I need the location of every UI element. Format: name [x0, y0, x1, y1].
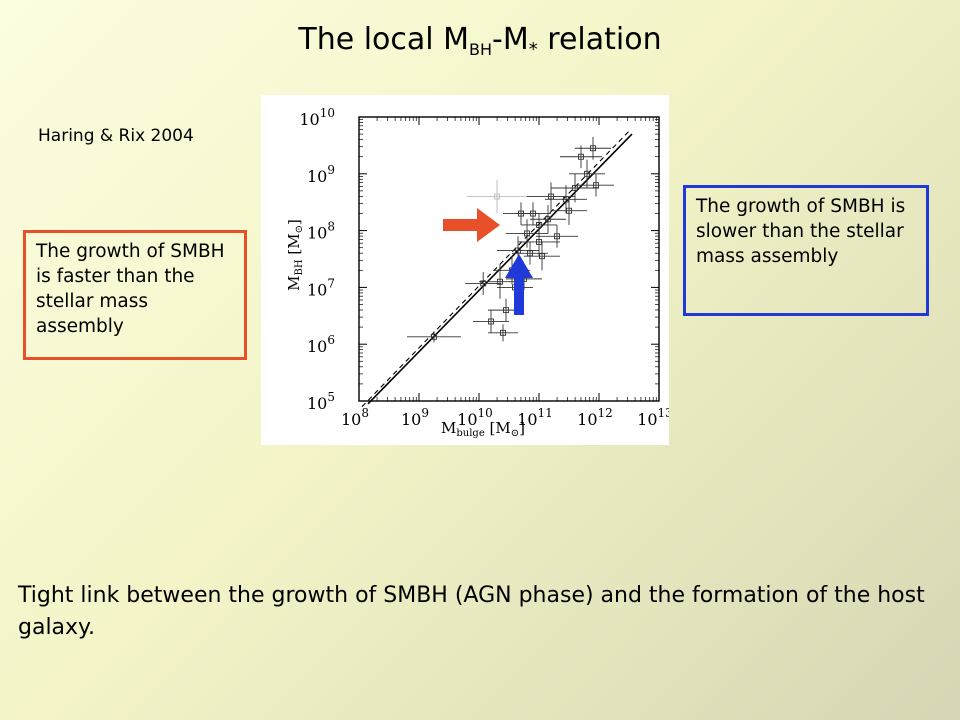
data-point — [515, 202, 551, 225]
y-tick-label: 107 — [307, 276, 335, 299]
data-point-marker — [572, 185, 578, 191]
data-point — [545, 185, 587, 214]
data-point — [488, 324, 518, 342]
data-point-marker — [530, 210, 536, 217]
x-tick-label: 1010 — [457, 406, 493, 429]
faint-data-point — [467, 179, 527, 214]
data-point-marker — [539, 253, 545, 260]
data-point-marker — [590, 145, 596, 152]
data-point — [506, 219, 548, 248]
data-point — [465, 272, 502, 295]
data-point-marker — [497, 278, 503, 285]
data-point-marker — [554, 233, 560, 240]
data-point-marker — [566, 207, 572, 214]
y-axis-label: MBH [M⊙] — [285, 219, 305, 291]
data-point — [521, 213, 557, 237]
x-axis-label: Mbulge [M⊙] — [441, 419, 525, 439]
data-point-marker — [494, 193, 500, 200]
y-tick-label: 109 — [307, 163, 335, 186]
data-point-marker — [500, 329, 506, 336]
data-point-marker — [431, 333, 437, 340]
y-tick-label: 105 — [307, 390, 335, 413]
faster-growth-box: The growth of SMBH is faster than the st… — [23, 230, 247, 360]
y-tick-label: 108 — [307, 220, 335, 243]
data-point — [530, 205, 566, 234]
chart-panel: 108 109 1010 1011 1012 1013 105 106 107 108 109 10… — [261, 95, 673, 445]
mbh-mbulge-chart: 108 109 1010 1011 1012 1013 105 106 107 108 109 10… — [285, 106, 673, 439]
data-point — [569, 159, 605, 188]
fit-line-dashed — [361, 130, 630, 408]
data-point — [551, 173, 599, 203]
data-point — [407, 331, 461, 343]
x-tick-label: 1012 — [577, 406, 613, 429]
data-point-marker — [578, 153, 584, 160]
x-tick-label: 1011 — [517, 406, 553, 429]
data-point-marker — [536, 221, 542, 228]
data-point-marker — [480, 280, 487, 287]
x-tick-label: 109 — [401, 406, 429, 429]
data-point — [473, 310, 509, 333]
y-tick-label: 1010 — [299, 106, 335, 129]
data-point-marker — [593, 182, 599, 189]
data-point — [575, 136, 611, 160]
x-tick-label: 108 — [341, 406, 369, 429]
data-point-marker — [488, 318, 494, 325]
data-point — [578, 173, 614, 197]
data-point — [551, 196, 587, 225]
data-point-marker — [536, 239, 542, 245]
data-point-marker — [524, 230, 530, 237]
x-tick-label: 1013 — [637, 406, 669, 429]
data-point — [560, 145, 602, 169]
y-tick-label: 106 — [307, 333, 335, 356]
footer-text: Tight link between the growth of SMBH (A… — [18, 583, 925, 640]
data-point-marker — [545, 216, 551, 223]
slide-title: The local MBH-M* relation — [298, 22, 662, 60]
data-point-marker — [584, 170, 590, 177]
citation: Haring & Rix 2004 — [38, 126, 194, 146]
slower-growth-box: The growth of SMBH is slower than the st… — [683, 185, 929, 316]
data-point — [536, 224, 578, 248]
data-point-marker — [563, 196, 569, 203]
